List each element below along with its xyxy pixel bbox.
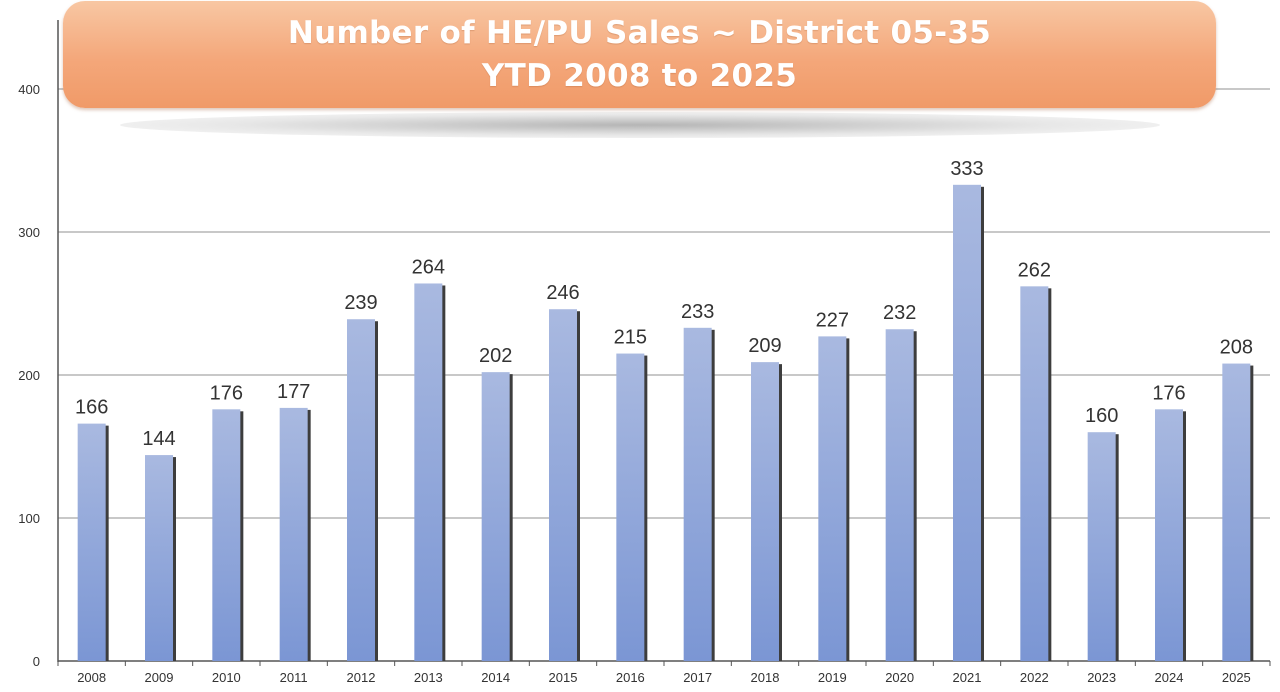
bar-2024: [1155, 409, 1183, 661]
data-label-2019: 227: [816, 309, 849, 331]
bar-2012: [347, 319, 375, 661]
chart-title-line-2: YTD 2008 to 2025: [481, 57, 798, 94]
x-tick-label-2024: 2024: [1155, 670, 1184, 685]
bar-2010: [212, 409, 241, 661]
x-tick-label-2012: 2012: [347, 670, 376, 685]
x-tick-label-2025: 2025: [1222, 670, 1251, 685]
data-label-2011: 177: [277, 381, 310, 403]
y-tick-labels: 0 100 200 300 400: [18, 82, 40, 669]
data-label-2020: 232: [883, 302, 916, 324]
bar-2025: [1222, 363, 1251, 661]
axes: [57, 20, 1271, 666]
x-tick-label-2019: 2019: [818, 670, 847, 685]
bar-2014: [481, 372, 510, 661]
bar-2016: [616, 353, 645, 661]
title-banner-shadow: [120, 112, 1160, 138]
x-tick-label-2009: 2009: [145, 670, 174, 685]
data-label-2018: 209: [748, 335, 781, 357]
y-tick-label: 0: [33, 654, 40, 669]
data-label-2023: 160: [1085, 405, 1118, 427]
chart-title-line-1: Number of HE/PU Sales ~ District 05-35: [287, 14, 992, 51]
x-tick-label-2016: 2016: [616, 670, 645, 685]
bar-2009: [145, 455, 173, 661]
x-tick-labels: 2008 2009 2010 2011 2012 2013 2014 2015 2016 2017…: [77, 670, 1251, 685]
x-tick-label-2021: 2021: [953, 670, 982, 685]
data-label-2012: 239: [344, 292, 377, 314]
bar-2015: [549, 309, 577, 661]
x-tick-label-2011: 2011: [280, 670, 308, 685]
x-tick-label-2013: 2013: [414, 670, 443, 685]
data-label-2024: 176: [1152, 382, 1185, 404]
y-tick-label: 100: [18, 511, 40, 526]
chart-title-banner: Number of HE/PU Sales ~ District 05-35 Y…: [63, 1, 1216, 108]
data-label-2016: 215: [614, 327, 647, 349]
y-tick-label: 300: [18, 225, 40, 240]
bar-2017: [683, 327, 712, 661]
x-tick-label-2017: 2017: [683, 670, 712, 685]
x-tick-label-2014: 2014: [481, 670, 510, 685]
y-tick-label: 400: [18, 82, 40, 97]
bar-2020: [885, 329, 914, 661]
bar-2018: [751, 362, 779, 661]
bar-2022: [1020, 286, 1049, 661]
data-label-2010: 176: [210, 382, 243, 404]
y-tick-label: 200: [18, 368, 40, 383]
bar-2019: [818, 336, 847, 661]
x-tick-label-2023: 2023: [1087, 670, 1116, 685]
data-label-2008: 166: [75, 397, 108, 419]
data-label-2017: 233: [681, 301, 714, 323]
x-tick-label-2015: 2015: [549, 670, 578, 685]
data-label-2022: 262: [1018, 259, 1051, 281]
bar-2008: [77, 423, 106, 661]
data-label-2014: 202: [479, 345, 512, 367]
data-label-2013: 264: [412, 256, 445, 278]
bar-2023: [1087, 432, 1116, 661]
x-tick-label-2022: 2022: [1020, 670, 1049, 685]
bar-2021: [953, 184, 981, 661]
data-label-2021: 333: [950, 158, 983, 180]
data-label-2015: 246: [546, 282, 579, 304]
bar-2011: [279, 407, 308, 661]
bar-2013: [414, 283, 443, 661]
bars: [77, 184, 1254, 661]
data-label-2025: 208: [1220, 337, 1253, 359]
data-labels: 166 144 176 177 239 264 202 246 215 233 209 227 232 3…: [75, 158, 1253, 450]
x-tick-label-2020: 2020: [885, 670, 914, 685]
x-tick-label-2018: 2018: [751, 670, 780, 685]
data-label-2009: 144: [142, 428, 175, 450]
x-tick-label-2008: 2008: [77, 670, 106, 685]
x-tick-label-2010: 2010: [212, 670, 241, 685]
